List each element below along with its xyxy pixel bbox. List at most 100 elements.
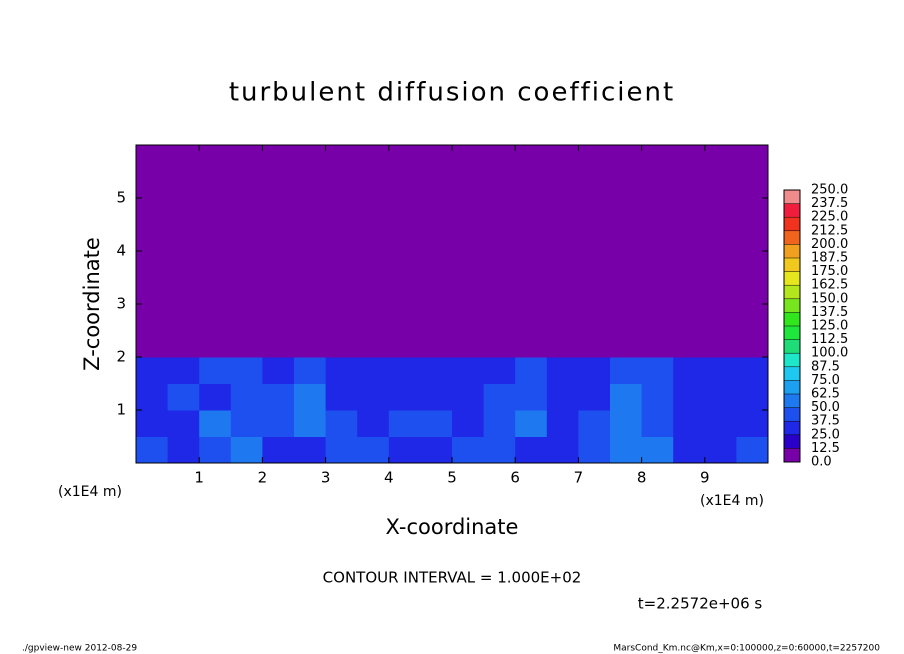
field-cell bbox=[420, 251, 453, 278]
field-cell bbox=[262, 410, 295, 437]
field-cell bbox=[704, 304, 737, 331]
field-cell bbox=[199, 171, 232, 199]
field-cell bbox=[230, 436, 263, 464]
field-cell bbox=[546, 330, 579, 358]
colorbar-box bbox=[784, 339, 800, 354]
field-cell bbox=[262, 145, 295, 172]
y-tick-label: 2 bbox=[116, 348, 126, 366]
field-cell bbox=[673, 171, 706, 199]
field-cell bbox=[704, 145, 737, 172]
field-cell bbox=[641, 277, 674, 305]
colorbar-label: 100.0 bbox=[811, 346, 848, 361]
field-cell bbox=[420, 198, 453, 225]
field-cell bbox=[325, 277, 358, 305]
field-cell bbox=[673, 304, 706, 331]
x-tick-label: 8 bbox=[637, 469, 647, 487]
x-tick-label: 6 bbox=[510, 469, 520, 487]
field-cell bbox=[452, 383, 485, 411]
y-tick-label: 1 bbox=[116, 401, 126, 419]
field-cell bbox=[546, 171, 579, 199]
field-cell bbox=[736, 198, 769, 225]
field-cell bbox=[673, 145, 706, 172]
x-axis-label: X-coordinate bbox=[386, 515, 519, 539]
field-cell bbox=[641, 171, 674, 199]
field-cell bbox=[515, 145, 548, 172]
field-cell bbox=[515, 198, 548, 225]
field-cell bbox=[610, 330, 643, 358]
colorbar-label: 200.0 bbox=[811, 237, 848, 252]
colorbar-label: 12.5 bbox=[811, 441, 840, 456]
field-cell bbox=[452, 304, 485, 331]
field-cell bbox=[262, 330, 295, 358]
field-cell bbox=[388, 357, 421, 384]
field-cell bbox=[325, 357, 358, 384]
field-cell bbox=[578, 198, 611, 225]
field-cell bbox=[230, 330, 263, 358]
x-tick-label: 7 bbox=[574, 469, 584, 487]
y-tick-label: 4 bbox=[116, 242, 126, 260]
field-cell bbox=[420, 410, 453, 437]
field-cell bbox=[546, 277, 579, 305]
field-cell bbox=[357, 304, 390, 331]
field-cell bbox=[736, 145, 769, 172]
field-cell bbox=[736, 224, 769, 252]
field-cell bbox=[262, 357, 295, 384]
colorbar-box bbox=[784, 353, 800, 367]
field-cell bbox=[546, 251, 579, 278]
field-cell bbox=[420, 277, 453, 305]
field-cell bbox=[610, 410, 643, 437]
y-axis-label: Z-coordinate bbox=[80, 237, 104, 371]
field-cell bbox=[704, 198, 737, 225]
field-cell bbox=[230, 251, 263, 278]
field-cell bbox=[515, 277, 548, 305]
field-cell bbox=[704, 224, 737, 252]
field-cell bbox=[136, 171, 169, 199]
field-cell bbox=[578, 357, 611, 384]
field-cell bbox=[546, 383, 579, 411]
field-cell bbox=[167, 145, 200, 172]
field-cell bbox=[704, 410, 737, 437]
field-cell bbox=[452, 357, 485, 384]
colorbar-label: 62.5 bbox=[811, 387, 840, 402]
colorbar-label: 137.5 bbox=[811, 305, 848, 320]
field-cell bbox=[483, 171, 516, 199]
y-unit: (x1E4 m) bbox=[58, 484, 122, 500]
field-cell bbox=[325, 145, 358, 172]
colorbar-label: 175.0 bbox=[811, 264, 848, 279]
field-cell bbox=[610, 304, 643, 331]
field-cell bbox=[262, 224, 295, 252]
colorbar-box bbox=[784, 244, 800, 258]
field-cell bbox=[546, 357, 579, 384]
field-cell bbox=[483, 410, 516, 437]
field-cell bbox=[167, 277, 200, 305]
field-cell bbox=[673, 410, 706, 437]
field-cell bbox=[610, 383, 643, 411]
field-cell bbox=[420, 330, 453, 358]
field-cell bbox=[167, 304, 200, 331]
field-cell bbox=[736, 251, 769, 278]
field-cell bbox=[673, 383, 706, 411]
field-cell bbox=[230, 383, 263, 411]
field-cell bbox=[578, 224, 611, 252]
field-cell bbox=[136, 277, 169, 305]
field-cell bbox=[483, 145, 516, 172]
field-cell bbox=[483, 198, 516, 225]
field-cell bbox=[546, 436, 579, 464]
field-cell bbox=[167, 410, 200, 437]
field-cell bbox=[136, 357, 169, 384]
colorbar-label: 237.5 bbox=[811, 196, 848, 211]
field-cell bbox=[262, 304, 295, 331]
colorbar-label: 25.0 bbox=[811, 427, 840, 442]
field-cell bbox=[199, 436, 232, 464]
field-cell bbox=[452, 410, 485, 437]
field-cell bbox=[736, 383, 769, 411]
field-cell bbox=[167, 171, 200, 199]
field-cell bbox=[230, 410, 263, 437]
field-cell bbox=[136, 145, 169, 172]
field-cell bbox=[357, 410, 390, 437]
field-cell bbox=[610, 198, 643, 225]
colorbar-label: 162.5 bbox=[811, 278, 848, 293]
colorbar-box bbox=[784, 380, 800, 394]
field-cell bbox=[673, 251, 706, 278]
